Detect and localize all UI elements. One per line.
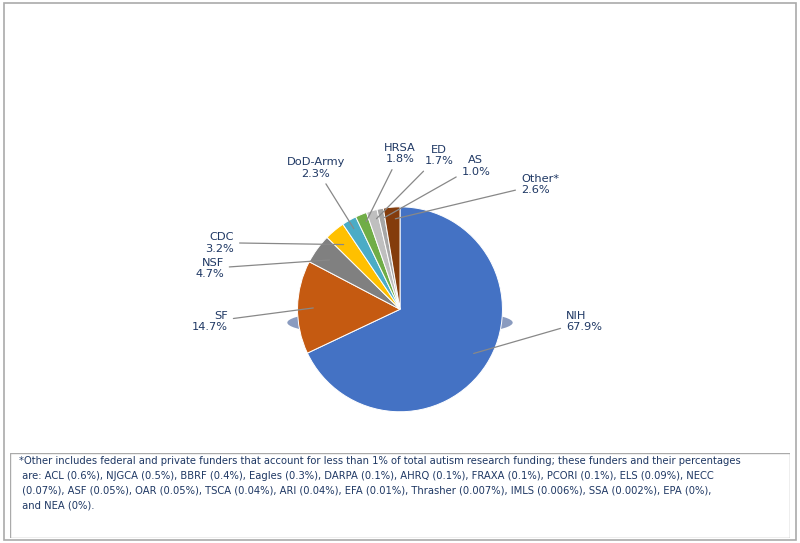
- Text: HRSA
1.8%: HRSA 1.8%: [366, 143, 416, 222]
- Wedge shape: [310, 237, 400, 310]
- Wedge shape: [343, 217, 400, 310]
- Wedge shape: [307, 207, 502, 412]
- Wedge shape: [383, 207, 400, 310]
- Text: 2019: 2019: [375, 12, 425, 30]
- Text: CDC
3.2%: CDC 3.2%: [206, 232, 344, 254]
- Text: NIH
67.9%: NIH 67.9%: [474, 311, 602, 353]
- Text: Other*
2.6%: Other* 2.6%: [395, 174, 559, 219]
- Wedge shape: [366, 210, 400, 310]
- Wedge shape: [356, 212, 400, 310]
- Text: *Other includes federal and private funders that account for less than 1% of tot: *Other includes federal and private fund…: [19, 456, 741, 510]
- Ellipse shape: [287, 308, 513, 337]
- Text: DoD-Army
2.3%: DoD-Army 2.3%: [287, 157, 354, 229]
- Text: Total Funding: $424,202,347: Total Funding: $424,202,347: [293, 70, 507, 83]
- Text: SF
14.7%: SF 14.7%: [192, 308, 314, 332]
- Wedge shape: [327, 224, 400, 310]
- Wedge shape: [298, 262, 400, 353]
- Wedge shape: [377, 208, 400, 310]
- Text: Percent of Autism Research Funding by Funder: Percent of Autism Research Funding by Fu…: [198, 40, 602, 54]
- Text: Number of Projects: 1,604: Number of Projects: 1,604: [302, 98, 498, 111]
- Text: ED
1.7%: ED 1.7%: [377, 145, 454, 219]
- Text: AS
1.0%: AS 1.0%: [385, 155, 490, 218]
- Text: NSF
4.7%: NSF 4.7%: [195, 257, 330, 279]
